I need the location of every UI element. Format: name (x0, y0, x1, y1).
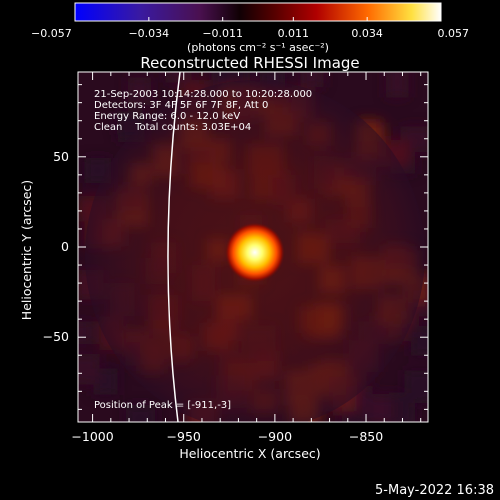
y-tick-label: 50 (53, 149, 69, 164)
limb-arc (167, 72, 181, 422)
annotation-detectors: Detectors: 3F 4F 5F 6F 7F 8F, Att 0 (94, 100, 268, 111)
texture-patch (127, 77, 152, 106)
texture-patch (385, 72, 409, 98)
texture-patch (300, 72, 324, 88)
colorbar-tick-label: −0.057 (31, 27, 72, 40)
colorbar-tick-label: 0.011 (278, 27, 310, 40)
colorbar-ticks: −0.057 −0.034 −0.011 0.011 0.034 0.057 (31, 17, 469, 40)
chart-title: Reconstructed RHESSI Image (140, 54, 359, 72)
colorbar-tick-label: 0.057 (438, 27, 470, 40)
y-axis-label: Heliocentric Y (arcsec) (19, 180, 34, 320)
x-axis: −1000 −950 −900 −850 (71, 72, 422, 444)
texture-patch (388, 392, 416, 422)
x-tick-label: −900 (258, 429, 292, 444)
annotation-clean-counts: Clean Total counts: 3.03E+04 (94, 122, 251, 133)
texture-patch (410, 326, 428, 356)
colorbar-tick-label: −0.011 (202, 27, 243, 40)
y-tick-label: −50 (43, 329, 69, 344)
x-tick-label: −950 (167, 429, 201, 444)
texture-patch (125, 404, 156, 422)
texture-patch (360, 393, 391, 418)
image-area (78, 72, 428, 422)
colorbar-tick-label: −0.034 (128, 27, 169, 40)
annotation-peak-position: Position of Peak = [-911,-3] (94, 400, 231, 411)
colorbar-units-label: (photons cm⁻² s⁻¹ asec⁻²) (187, 41, 329, 54)
annotation-energy-range: Energy Range: 6.0 - 12.0 keV (94, 111, 240, 122)
texture-patch (78, 321, 93, 344)
x-tick-label: −1000 (71, 429, 113, 444)
colorbar (74, 2, 442, 22)
texture-patch (165, 72, 192, 83)
y-axis: −50 0 50 (43, 84, 428, 410)
texture-patch (78, 354, 100, 385)
footer-timestamp: 5-May-2022 16:38 (375, 483, 494, 498)
x-axis-label: Heliocentric X (arcsec) (179, 446, 320, 461)
y-tick-label: 0 (61, 239, 69, 254)
colorbar-tick-label: 0.034 (351, 27, 383, 40)
peak-source (224, 222, 285, 283)
annotation-time-range: 21-Sep-2003 10:14:28.000 to 10:20:28.000 (94, 89, 312, 100)
x-tick-label: −850 (349, 429, 383, 444)
